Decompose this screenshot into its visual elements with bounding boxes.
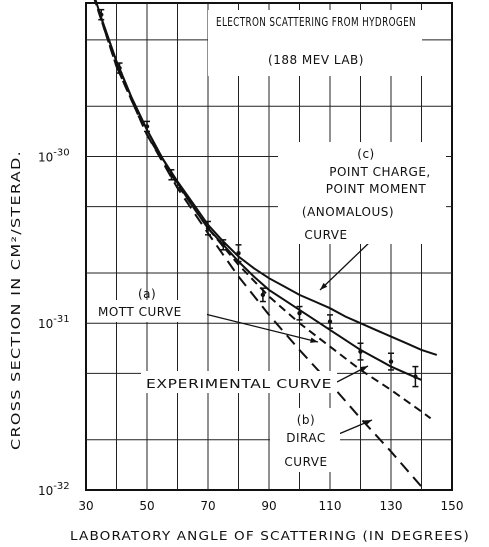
x-tick-label: 30: [78, 499, 93, 513]
x-tick-label: 70: [200, 499, 215, 513]
dirac-curve-label: (b) DIRAC CURVE: [270, 408, 340, 472]
point-label-line: (ANOMALOUS): [302, 205, 394, 219]
mott-label-line: (a): [138, 287, 156, 301]
y-tick-exponent: -31: [53, 314, 69, 325]
data-points: [98, 8, 419, 388]
y-tick-label: 10-32: [38, 481, 70, 498]
data-point: [169, 172, 174, 177]
dirac-label-line: (b): [297, 413, 315, 427]
data-point: [297, 311, 302, 316]
data-point: [221, 242, 226, 248]
x-tick-label: 130: [380, 499, 403, 513]
point-label-line: POINT MOMENT: [326, 182, 427, 196]
data-point: [413, 374, 418, 379]
data-point: [144, 124, 150, 129]
x-tick-label: 150: [441, 499, 464, 513]
data-point: [205, 225, 211, 231]
chart-subtitle: (188 MEV LAB): [268, 53, 364, 67]
experimental-leader-arrowhead: [360, 366, 368, 372]
point-leader-arrowhead: [320, 282, 328, 290]
y-tick-exponent: -30: [53, 147, 69, 158]
y-tick-label: 10-31: [38, 314, 70, 331]
dirac-label-line: DIRAC: [286, 431, 326, 445]
annotation-leaders: [204, 239, 373, 437]
y-tick-label: 10-30: [38, 147, 70, 164]
x-tick-label: 110: [319, 499, 342, 513]
x-tick-label: 90: [261, 499, 276, 513]
data-point: [236, 250, 241, 256]
mott-leader: [204, 313, 319, 343]
mott-label-line: MOTT CURVE: [98, 305, 182, 319]
x-axis-title: LABORATORY ANGLE OF SCATTERING (IN DEGRE…: [70, 529, 470, 543]
dirac-label-background: [270, 408, 340, 472]
data-point: [388, 359, 394, 364]
point-label-line: (c): [357, 147, 374, 161]
data-point: [327, 319, 333, 324]
x-tick-label: 50: [139, 499, 154, 513]
series-experimental-line: [100, 17, 422, 381]
point-leader: [319, 239, 373, 291]
point-curve-label: (c) POINT CHARGE, POINT MOMENT (ANOMALOUS) C…: [278, 142, 446, 244]
chart-title: ELECTRON SCATTERING FROM HYDROGEN: [216, 15, 416, 29]
data-point: [99, 12, 104, 17]
data-point: [260, 292, 266, 298]
y-tick-exponent: -32: [53, 481, 69, 492]
y-axis-title: CROSS SECTION IN CM²/STERAD.: [9, 150, 23, 450]
experimental-label: EXPERIMENTAL CURVE: [146, 377, 332, 391]
dirac-leader-arrowhead: [364, 420, 372, 426]
title-background: [208, 10, 422, 76]
title-block: ELECTRON SCATTERING FROM HYDROGEN (188 M…: [208, 10, 422, 76]
mott-label-background: [95, 300, 207, 322]
mott-curve-label: (a) MOTT CURVE: [95, 287, 207, 322]
dirac-label-line: CURVE: [284, 455, 327, 469]
point-label-line: CURVE: [304, 228, 347, 242]
experimental-label-background: [141, 371, 337, 393]
point-label-background: [278, 142, 446, 244]
data-point: [358, 349, 363, 354]
experimental-curve-label: EXPERIMENTAL CURVE: [141, 371, 337, 393]
data-point: [117, 65, 122, 71]
x-tick-labels: 30 50 70 90 110 130 150: [78, 499, 463, 513]
point-label-line: POINT CHARGE,: [329, 165, 431, 179]
mott-leader-arrowhead: [310, 337, 318, 343]
